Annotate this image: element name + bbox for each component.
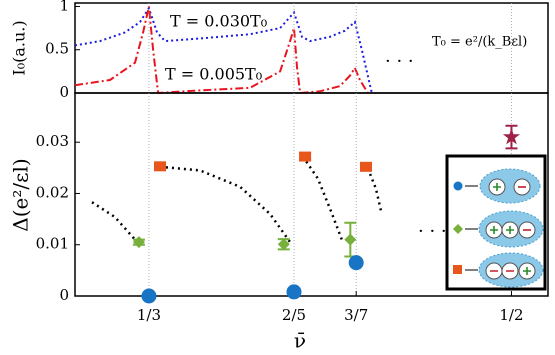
point [502,128,520,145]
point [154,161,167,172]
inset-icon [453,265,462,274]
data-line [301,155,343,241]
inset-icon [453,224,463,234]
plus-sign [523,267,531,275]
point [299,151,312,162]
y-axis-label: Δ(e²/εl) [9,158,33,231]
y-axis-label: I₀(a.u.) [10,20,29,75]
x-tick-label: 3/7 [344,306,368,324]
x-axis-label: ν̄ [294,329,306,353]
y-tick-label: 0.02 [36,183,69,201]
point [277,238,290,251]
y-tick-label: 1 [59,0,69,14]
annotation: · · · [385,51,414,72]
y-tick-label: 0.01 [36,235,69,253]
plus-sign [490,226,514,234]
annotation: T = 0.005T₀ [165,65,262,84]
plot-frame [74,92,549,297]
x-tick-label: 1/3 [137,306,161,324]
point [141,288,157,304]
point [132,236,145,249]
y-tick-label: 0.03 [36,132,69,150]
y-tick-label: 0 [59,83,69,101]
point [348,255,364,271]
data-line [366,167,383,212]
point [344,233,357,246]
y-tick-label: 0.5 [45,40,69,58]
x-tick-label: 2/5 [282,306,306,324]
data-line [159,165,292,243]
inset-icon [453,181,463,191]
annotation: T = 0.030T₀ [170,12,267,31]
annotation: T₀ = e²/(k_Bεl) [432,35,527,50]
point [286,284,302,300]
y-tick-label: 0 [59,286,69,304]
inset [445,154,547,291]
data-line [74,6,369,95]
annotation: · · · [418,221,447,242]
data-line [91,201,136,241]
plus-sign [493,183,501,191]
point [359,161,372,172]
x-tick-label: 1/2 [499,306,523,324]
